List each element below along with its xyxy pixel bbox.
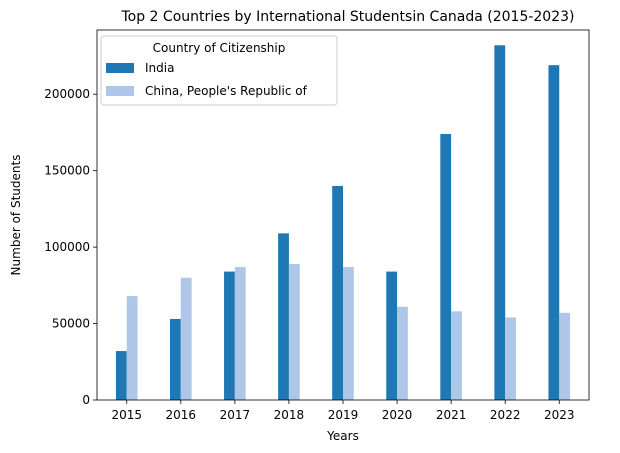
x-tick-label: 2019	[328, 408, 359, 422]
legend-box	[100, 35, 338, 106]
y-axis-ticks: 0 50000 100000 150000 200000	[44, 87, 97, 407]
bar-india-2016	[169, 318, 181, 400]
bar-india-2023	[548, 65, 560, 401]
bar-china-2021	[451, 311, 462, 400]
y-tick-label: 100000	[44, 240, 90, 254]
x-tick-label: 2015	[111, 408, 142, 422]
bar-india-2019	[332, 185, 343, 400]
x-axis-ticks: 2015 2016 2017 2018 2019 2020 2021 2022 2023	[111, 400, 575, 422]
bar-china-2015	[126, 296, 138, 400]
x-tick-label: 2021	[436, 408, 467, 422]
x-tick-label: 2023	[544, 408, 575, 422]
y-tick-label: 200000	[44, 87, 90, 101]
legend-swatch-india	[106, 63, 134, 73]
bar-china-2022	[505, 317, 517, 400]
y-tick-label: 0	[82, 393, 90, 407]
x-axis-label: Years	[326, 429, 359, 443]
x-tick-label: 2020	[382, 408, 413, 422]
bar-china-2023	[559, 312, 571, 400]
bar-china-2020	[397, 306, 408, 400]
x-tick-label: 2022	[490, 408, 521, 422]
bar-china-2017	[234, 266, 246, 400]
x-tick-label: 2017	[220, 408, 251, 422]
x-tick-label: 2016	[166, 408, 197, 422]
bar-india-2018	[278, 233, 289, 400]
legend-label-china: China, People's Republic of	[145, 84, 308, 98]
bar-india-2015	[115, 351, 127, 400]
bar-india-2017	[224, 271, 235, 400]
x-tick-label: 2018	[274, 408, 305, 422]
legend-title: Country of Citizenship	[153, 41, 286, 55]
bar-india-2020	[386, 271, 398, 400]
bar-china-2019	[343, 266, 354, 400]
legend: Country of Citizenship India China, Peop…	[100, 35, 338, 106]
bar-india-2022	[494, 45, 506, 400]
y-axis-label: Number of Students	[9, 155, 23, 276]
bar-india-2021	[440, 133, 452, 400]
bars-group	[115, 45, 571, 401]
chart-title: Top 2 Countries by International Student…	[120, 9, 574, 25]
bar-china-2016	[180, 277, 192, 400]
plot-frame	[96, 29, 590, 401]
legend-swatch-china	[106, 86, 134, 96]
y-tick-label: 150000	[44, 164, 90, 178]
bar-china-2018	[288, 263, 300, 400]
y-tick-label: 50000	[52, 317, 90, 331]
legend-label-india: India	[145, 61, 174, 75]
